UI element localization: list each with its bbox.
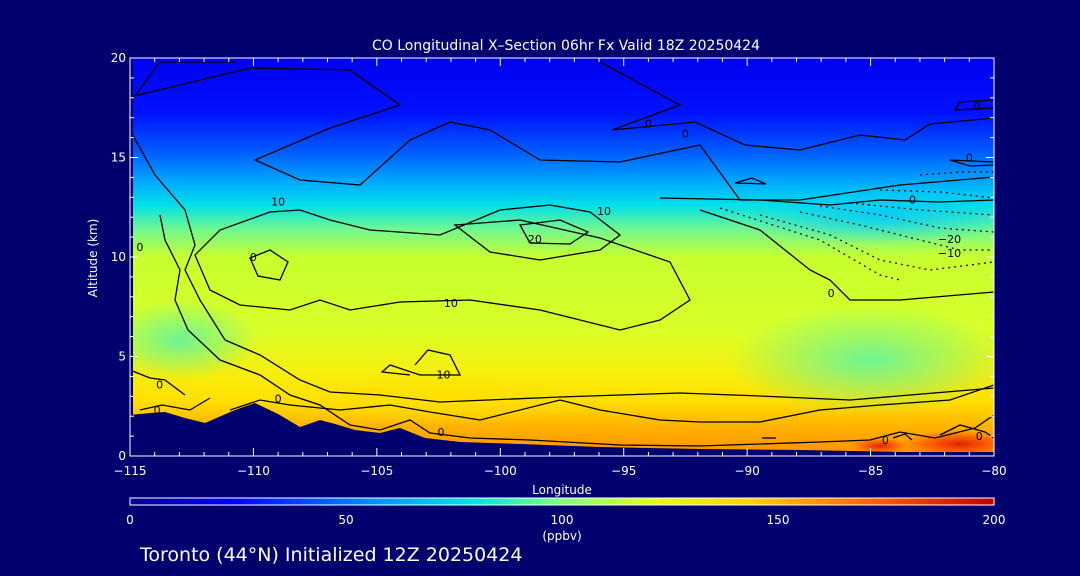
contour-label: 10 xyxy=(437,368,451,381)
field-green-patch xyxy=(730,305,994,415)
x-axis: −115 −110 −105 −100 −95 −90 −85 −80 xyxy=(114,58,1007,478)
x-axis-label: Longitude xyxy=(532,483,592,497)
contour-label: 0 xyxy=(645,118,652,131)
contour-label: 0 xyxy=(828,287,835,300)
contour-line xyxy=(949,159,994,167)
contour-label: 0 xyxy=(909,193,916,206)
x-tick-label: −90 xyxy=(734,464,759,478)
contour-line xyxy=(229,384,994,423)
negative-contour xyxy=(799,211,994,251)
y-tick-label: 5 xyxy=(118,350,126,364)
contour-line xyxy=(130,129,994,403)
contour-line xyxy=(953,99,994,111)
contour-label: 0 xyxy=(976,430,983,443)
contour-line xyxy=(599,61,994,151)
contour-line xyxy=(131,61,236,101)
colorbar-tick-label: 150 xyxy=(767,513,790,527)
x-tick-label: −105 xyxy=(360,464,393,478)
contour-label: −10 xyxy=(938,247,961,260)
terrain-mask xyxy=(130,403,994,456)
contour-line xyxy=(194,204,691,331)
contour-line xyxy=(939,424,994,439)
contour-line xyxy=(892,433,913,441)
colorbar-ticks: 0 50 100 150 200 xyxy=(126,513,1005,527)
colorbar-tick-label: 200 xyxy=(983,513,1006,527)
negative-contours xyxy=(719,171,994,281)
negative-contour xyxy=(759,214,994,271)
negative-contour xyxy=(719,207,901,281)
colorbar-tick-label: 50 xyxy=(338,513,353,527)
contour-label: 20 xyxy=(528,233,542,246)
contour-label: 10 xyxy=(271,195,285,208)
colorbar-tick-label: 100 xyxy=(551,513,574,527)
contour-lines xyxy=(130,61,994,447)
field-green-patch-2 xyxy=(130,300,260,380)
contour-label-layer: 0 10 0 10 20 10 10 0 0 0 0 0 0 0 0 0 −20−10 0 0 0 xyxy=(136,100,982,447)
x-tick-label: −115 xyxy=(114,464,147,478)
contour-label: 0 xyxy=(156,378,163,391)
y-axis-label: Altitude (km) xyxy=(86,219,100,298)
colorbar-strip xyxy=(130,498,994,505)
footer-caption: Toronto (44°N) Initialized 12Z 20250424 xyxy=(139,544,523,566)
x-tick-label: −100 xyxy=(484,464,517,478)
contour-line xyxy=(249,249,289,281)
negative-contour xyxy=(919,171,994,176)
y-tick-label: 0 xyxy=(118,449,126,463)
contour-label: 0 xyxy=(275,392,282,405)
contour-label: 0 xyxy=(250,251,257,264)
x-tick-label: −95 xyxy=(611,464,636,478)
contour-label: 0 xyxy=(136,241,143,254)
contour-line xyxy=(518,219,590,245)
y-tick-label: 15 xyxy=(111,151,126,165)
colorbar-frame xyxy=(129,497,995,506)
negative-contour xyxy=(819,205,994,233)
contour-label: 0 xyxy=(966,152,973,165)
contour-line xyxy=(734,177,767,185)
colorbar: 0 50 100 150 200 (ppbv) xyxy=(126,497,1005,543)
y-tick-label: 10 xyxy=(111,250,126,264)
contour-label: 0 xyxy=(682,128,689,141)
contour-label: 0 xyxy=(438,426,445,439)
contour-line xyxy=(380,349,462,376)
x-tick-label: −80 xyxy=(981,464,1006,478)
chart-title: CO Longitudinal X–Section 06hr Fx Valid … xyxy=(372,38,760,54)
field-red-patch-2 xyxy=(850,438,910,454)
colorbar-unit: (ppbv) xyxy=(542,529,581,543)
negative-contour xyxy=(879,189,994,199)
y-tick-label: 20 xyxy=(111,51,126,65)
contour-line xyxy=(699,209,994,301)
contour-label: 0 xyxy=(973,100,980,113)
contour-line xyxy=(139,397,211,411)
x-tick-label: −85 xyxy=(858,464,883,478)
contour-label: 0 xyxy=(882,434,889,447)
y-axis: 0 5 10 15 20 xyxy=(111,51,994,463)
contour-label: 10 xyxy=(444,297,458,310)
contour-line xyxy=(130,369,186,396)
field-yellow-patch xyxy=(270,375,590,425)
contour-label: −20 xyxy=(938,233,961,246)
contour-line xyxy=(159,214,994,447)
colorbar-tick-label: 0 xyxy=(126,513,134,527)
x-tick-label: −110 xyxy=(237,464,270,478)
contour-line xyxy=(659,197,994,206)
plot-area: 0 10 0 10 20 10 10 0 0 0 0 0 0 0 0 0 −20−10 0 0 0 xyxy=(130,58,994,456)
contour-label: 0 xyxy=(154,404,161,417)
contour-label: 10 xyxy=(597,205,611,218)
